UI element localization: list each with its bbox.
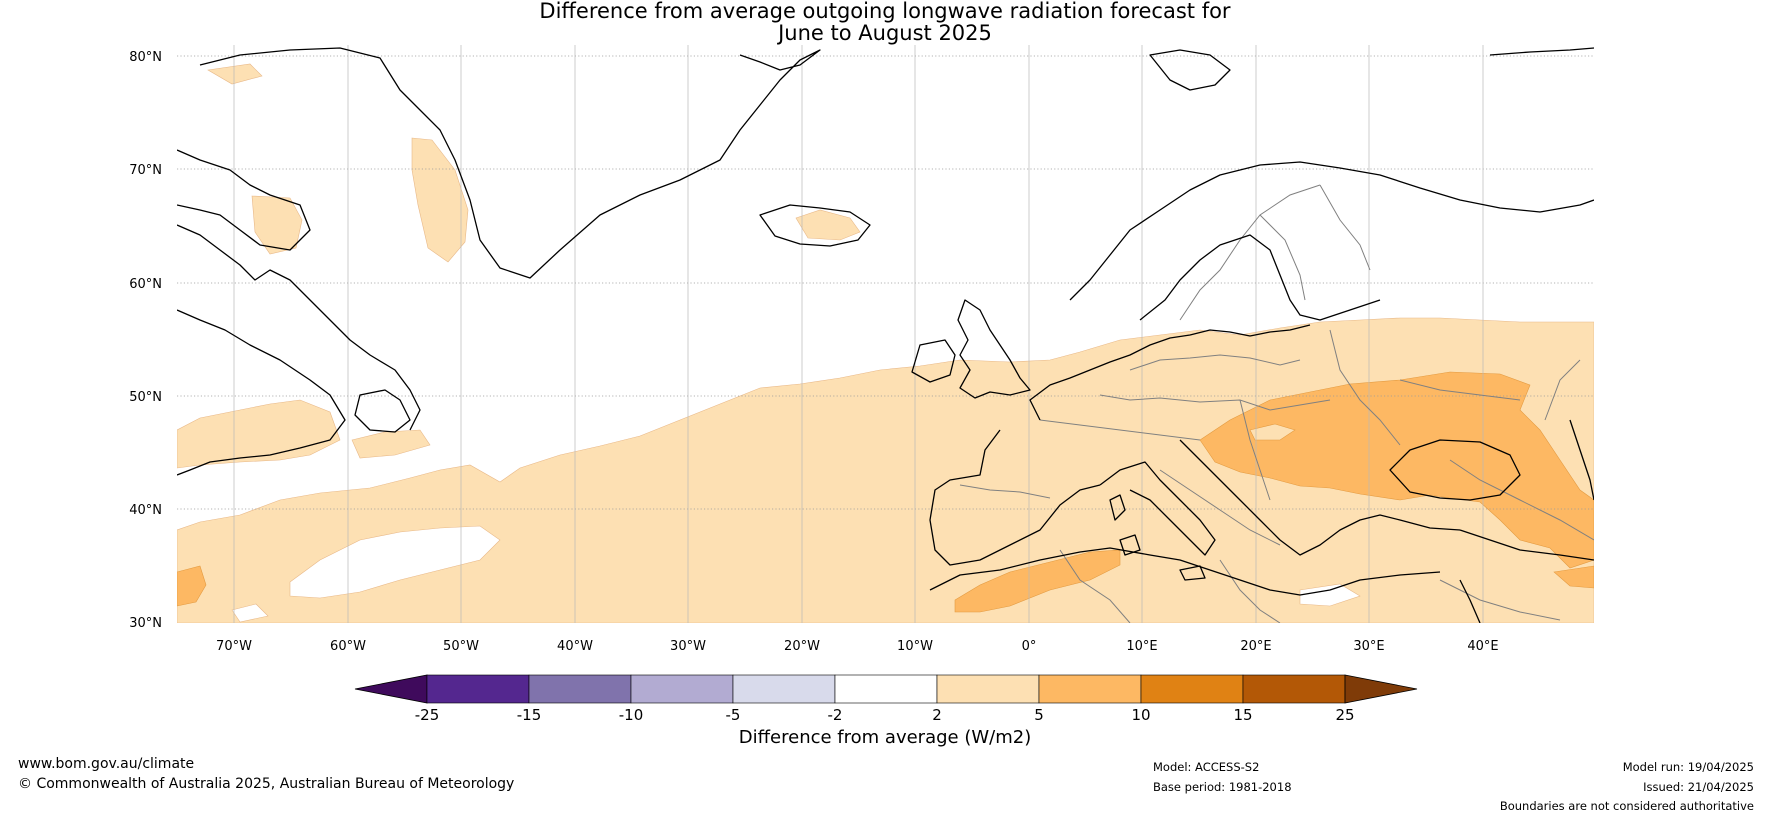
anomaly-region-arctic-isl bbox=[207, 63, 263, 85]
colorbar-segment bbox=[834, 674, 938, 704]
colorbar-tick-label: 10 bbox=[1131, 706, 1150, 724]
anomaly-region-newfoundland bbox=[177, 399, 341, 469]
coast-black-sea bbox=[1389, 439, 1521, 501]
anomaly-light-fill bbox=[177, 63, 1594, 623]
coast-scandinavia bbox=[1069, 161, 1594, 301]
lon-label: 30°E bbox=[1353, 639, 1384, 654]
colorbar-tick-label: -25 bbox=[415, 706, 440, 724]
coast-uk bbox=[957, 299, 1031, 399]
coastlines bbox=[177, 47, 1594, 623]
national-borders bbox=[959, 184, 1594, 623]
colorbar-tick-label: -10 bbox=[619, 706, 644, 724]
coast-canada-arctic bbox=[177, 149, 311, 251]
colorbar-segment bbox=[1242, 674, 1346, 704]
coast-labrador bbox=[177, 309, 346, 476]
coast-baffin bbox=[177, 224, 421, 431]
lon-label: 70°W bbox=[216, 639, 252, 654]
coast-caspian bbox=[1569, 419, 1594, 501]
coast-nova-zemlya bbox=[1489, 47, 1594, 56]
footer-base-period: Base period: 1981-2018 bbox=[1153, 780, 1292, 794]
coast-iceland bbox=[759, 204, 871, 247]
neutral-region-med bbox=[1299, 583, 1361, 607]
colorbar-tick-label: 15 bbox=[1233, 706, 1252, 724]
anomaly-strong-fill bbox=[177, 371, 1594, 613]
footer-disclaimer: Boundaries are not considered authoritat… bbox=[1499, 799, 1754, 813]
colorbar-segment bbox=[1140, 674, 1244, 704]
footer-model: Model: ACCESS-S2 bbox=[1153, 760, 1260, 774]
anomaly-strong-east-europe bbox=[1199, 371, 1594, 569]
footer-issued: Issued: 21/04/2025 bbox=[1643, 780, 1754, 794]
coast-med-islands bbox=[1109, 494, 1206, 581]
coast-iberia bbox=[929, 429, 1101, 566]
neutral-region-atlantic-2 bbox=[231, 603, 269, 623]
neutral-region-atlantic bbox=[289, 525, 501, 599]
lon-label: 60°W bbox=[330, 639, 366, 654]
colorbar-tick-label: -15 bbox=[517, 706, 542, 724]
lat-label: 30°N bbox=[129, 616, 162, 631]
colorbar-tick-label: 5 bbox=[1034, 706, 1044, 724]
lon-label: 10°E bbox=[1126, 639, 1157, 654]
colorbar-arrow-low bbox=[354, 674, 428, 704]
anomaly-region-greenland bbox=[411, 137, 469, 263]
colorbar-segment bbox=[426, 674, 530, 704]
coast-italy bbox=[1099, 461, 1216, 556]
map-title-line-2: June to August 2025 bbox=[778, 21, 992, 45]
lat-label: 80°N bbox=[129, 50, 162, 65]
coast-continental-europe bbox=[1029, 324, 1311, 421]
lat-label: 40°N bbox=[129, 503, 162, 518]
anomaly-strong-caspian bbox=[1553, 565, 1594, 589]
footer-copyright: © Commonwealth of Australia 2025, Austra… bbox=[18, 776, 515, 792]
lat-label: 50°N bbox=[129, 390, 162, 405]
anomaly-neutral-holes bbox=[231, 525, 1361, 623]
colorbar-tick-label: -5 bbox=[726, 706, 741, 724]
lon-label: 20°W bbox=[784, 639, 820, 654]
colorbar-segment bbox=[936, 674, 1040, 704]
latitude-labels: 80°N 70°N 60°N 50°N 40°N 30°N bbox=[129, 50, 162, 631]
footer-website: www.bom.gov.au/climate bbox=[18, 756, 195, 772]
colorbar-title: Difference from average (W/m2) bbox=[738, 727, 1032, 748]
lon-label: 50°W bbox=[443, 639, 479, 654]
colorbar-tick-label: 2 bbox=[932, 706, 942, 724]
lat-label: 60°N bbox=[129, 277, 162, 292]
anomaly-light-island bbox=[1249, 423, 1296, 441]
colorbar: -25 -15 -10 -5 -2 2 5 10 15 25 bbox=[354, 674, 1418, 724]
coast-svalbard bbox=[1149, 49, 1231, 91]
colorbar-tick-label: 25 bbox=[1335, 706, 1354, 724]
coast-turkey-east bbox=[1459, 529, 1594, 561]
coast-baltic bbox=[1139, 234, 1381, 321]
lat-label: 70°N bbox=[129, 163, 162, 178]
footer-model-run: Model run: 19/04/2025 bbox=[1622, 760, 1754, 774]
lon-label: 40°E bbox=[1467, 639, 1498, 654]
map-title-line-1: Difference from average outgoing longwav… bbox=[539, 0, 1231, 23]
coast-ireland bbox=[911, 339, 956, 383]
lon-label: 40°W bbox=[557, 639, 593, 654]
anomaly-strong-atlantic-west bbox=[177, 565, 207, 607]
colorbar-tick-label: -2 bbox=[828, 706, 843, 724]
anomaly-region-iceland bbox=[795, 209, 861, 241]
coast-newfoundland bbox=[354, 389, 411, 433]
anomaly-region-canada-arctic bbox=[251, 195, 303, 255]
lon-label: 10°W bbox=[897, 639, 933, 654]
colorbar-segment bbox=[732, 674, 836, 704]
colorbar-segment bbox=[528, 674, 632, 704]
coast-middle-east bbox=[1459, 579, 1481, 623]
anomaly-region-main bbox=[177, 317, 1594, 623]
anomaly-strong-north-africa bbox=[954, 549, 1121, 613]
anomaly-region-ne-atlantic-small bbox=[351, 429, 431, 459]
coast-greenland bbox=[199, 47, 821, 279]
lon-label: 20°E bbox=[1240, 639, 1271, 654]
map-area bbox=[177, 45, 1594, 623]
colorbar-segment bbox=[630, 674, 734, 704]
meridians bbox=[233, 45, 1484, 623]
colorbar-arrow-high bbox=[1344, 674, 1418, 704]
lon-label: 0° bbox=[1022, 639, 1037, 654]
lon-label: 30°W bbox=[670, 639, 706, 654]
coast-balkans-greece bbox=[1179, 439, 1461, 556]
longitude-labels: 70°W 60°W 50°W 40°W 30°W 20°W 10°W 0° 10… bbox=[216, 639, 1499, 654]
coast-north-africa bbox=[929, 547, 1441, 596]
colorbar-segment bbox=[1038, 674, 1142, 704]
